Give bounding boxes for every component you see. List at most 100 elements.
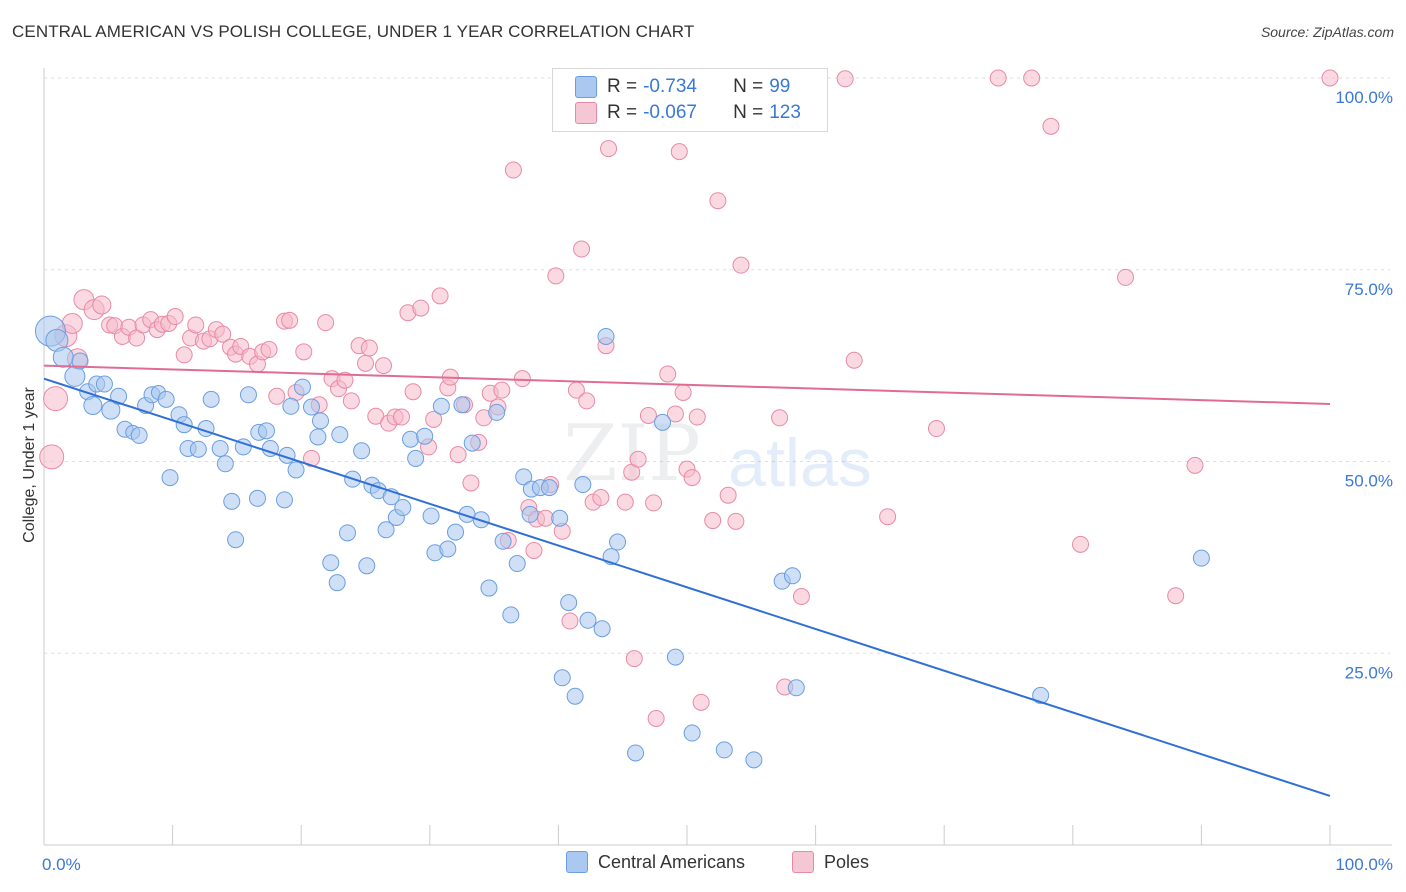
data-point	[462, 474, 480, 492]
data-point	[625, 650, 643, 668]
y-tick-label: 75.0%	[1345, 280, 1393, 299]
data-point	[1072, 535, 1090, 553]
legend-n-label: N =	[733, 76, 764, 97]
data-point	[592, 489, 610, 507]
data-point	[508, 555, 526, 573]
data-point	[394, 499, 412, 517]
legend-n-value: 123	[769, 102, 801, 123]
legend-row-central-americans: R = -0.734 N = 99	[575, 75, 790, 99]
data-point	[783, 567, 801, 585]
data-point	[480, 579, 498, 597]
legend-swatch-blue	[575, 76, 597, 98]
x-tick-label: 0.0%	[42, 855, 81, 874]
data-point	[393, 408, 411, 426]
legend: R = -0.734 N = 99 R = -0.067 N = 123	[552, 68, 828, 132]
data-point	[561, 612, 579, 630]
data-point	[787, 679, 805, 697]
data-point	[553, 669, 571, 687]
data-point	[64, 365, 86, 387]
data-point	[239, 386, 257, 404]
data-point	[719, 486, 737, 504]
axes	[43, 68, 1392, 846]
data-point	[927, 420, 945, 438]
data-point	[1167, 587, 1185, 605]
data-point	[416, 427, 434, 445]
data-point	[639, 406, 657, 424]
data-point	[836, 70, 854, 88]
data-point	[463, 434, 481, 452]
data-point	[674, 383, 692, 401]
data-point	[317, 314, 335, 332]
data-point	[1192, 549, 1210, 567]
data-point	[328, 574, 346, 592]
data-point	[202, 390, 220, 408]
data-point	[1023, 69, 1041, 87]
data-point	[83, 396, 103, 416]
data-point	[216, 455, 234, 473]
data-point	[715, 741, 733, 759]
watermark-atlas: atlas	[728, 425, 872, 501]
data-point	[692, 693, 710, 711]
bottom-legend-central-americans[interactable]: Central Americans	[566, 851, 745, 873]
trend-line-central-americans	[43, 377, 1331, 797]
watermark: ZIP atlas	[563, 409, 872, 501]
data-point	[43, 386, 69, 412]
data-point	[293, 378, 311, 396]
bottom-legend-poles[interactable]: Poles	[792, 851, 869, 873]
data-point	[1321, 69, 1339, 87]
data-point	[39, 444, 65, 470]
data-point	[422, 507, 440, 525]
data-point	[407, 449, 425, 467]
data-point	[331, 426, 349, 444]
data-point	[227, 531, 245, 549]
bottom-legend-label: Central Americans	[598, 851, 746, 872]
data-point	[92, 295, 112, 315]
data-point	[110, 387, 128, 405]
legend-swatch-pink	[575, 102, 597, 124]
data-point	[645, 494, 663, 512]
data-point	[360, 339, 378, 357]
data-point	[302, 398, 320, 416]
data-point	[223, 492, 241, 510]
legend-r-label: R =	[607, 102, 638, 123]
data-point	[616, 493, 634, 511]
data-point	[647, 709, 665, 727]
data-point	[593, 620, 611, 638]
data-point	[375, 357, 393, 375]
trend-line-poles	[43, 364, 1331, 405]
y-tick-label: 100.0%	[1335, 88, 1393, 107]
data-point	[600, 140, 618, 158]
data-point	[309, 428, 327, 446]
data-point	[447, 523, 465, 541]
data-point	[157, 390, 175, 408]
legend-r-label: R =	[607, 76, 638, 97]
data-point	[1042, 117, 1060, 135]
gridlines	[44, 77, 1390, 654]
data-point	[175, 346, 193, 364]
data-point	[268, 387, 286, 405]
legend-n-label: N =	[733, 102, 764, 123]
data-point	[488, 403, 506, 421]
data-point	[989, 69, 1007, 87]
data-point	[573, 240, 591, 258]
data-point	[493, 381, 511, 399]
data-point	[525, 541, 543, 559]
tick-labels: 25.0% 50.0% 75.0% 100.0% 0.0% 100.0%	[42, 88, 1393, 874]
data-point	[214, 325, 232, 343]
legend-r-value: -0.067	[643, 102, 697, 123]
data-point	[521, 505, 539, 523]
data-point	[425, 410, 443, 428]
data-point	[311, 412, 329, 430]
data-point	[845, 351, 863, 369]
data-point	[275, 491, 293, 509]
data-point	[189, 440, 207, 458]
data-point	[130, 426, 148, 444]
data-point	[257, 422, 275, 440]
data-point	[560, 594, 578, 612]
data-point	[494, 532, 512, 550]
legend-n-value: 99	[769, 76, 791, 97]
data-point	[792, 587, 810, 605]
data-point	[336, 371, 354, 389]
data-point	[71, 352, 89, 370]
data-point	[504, 161, 522, 179]
